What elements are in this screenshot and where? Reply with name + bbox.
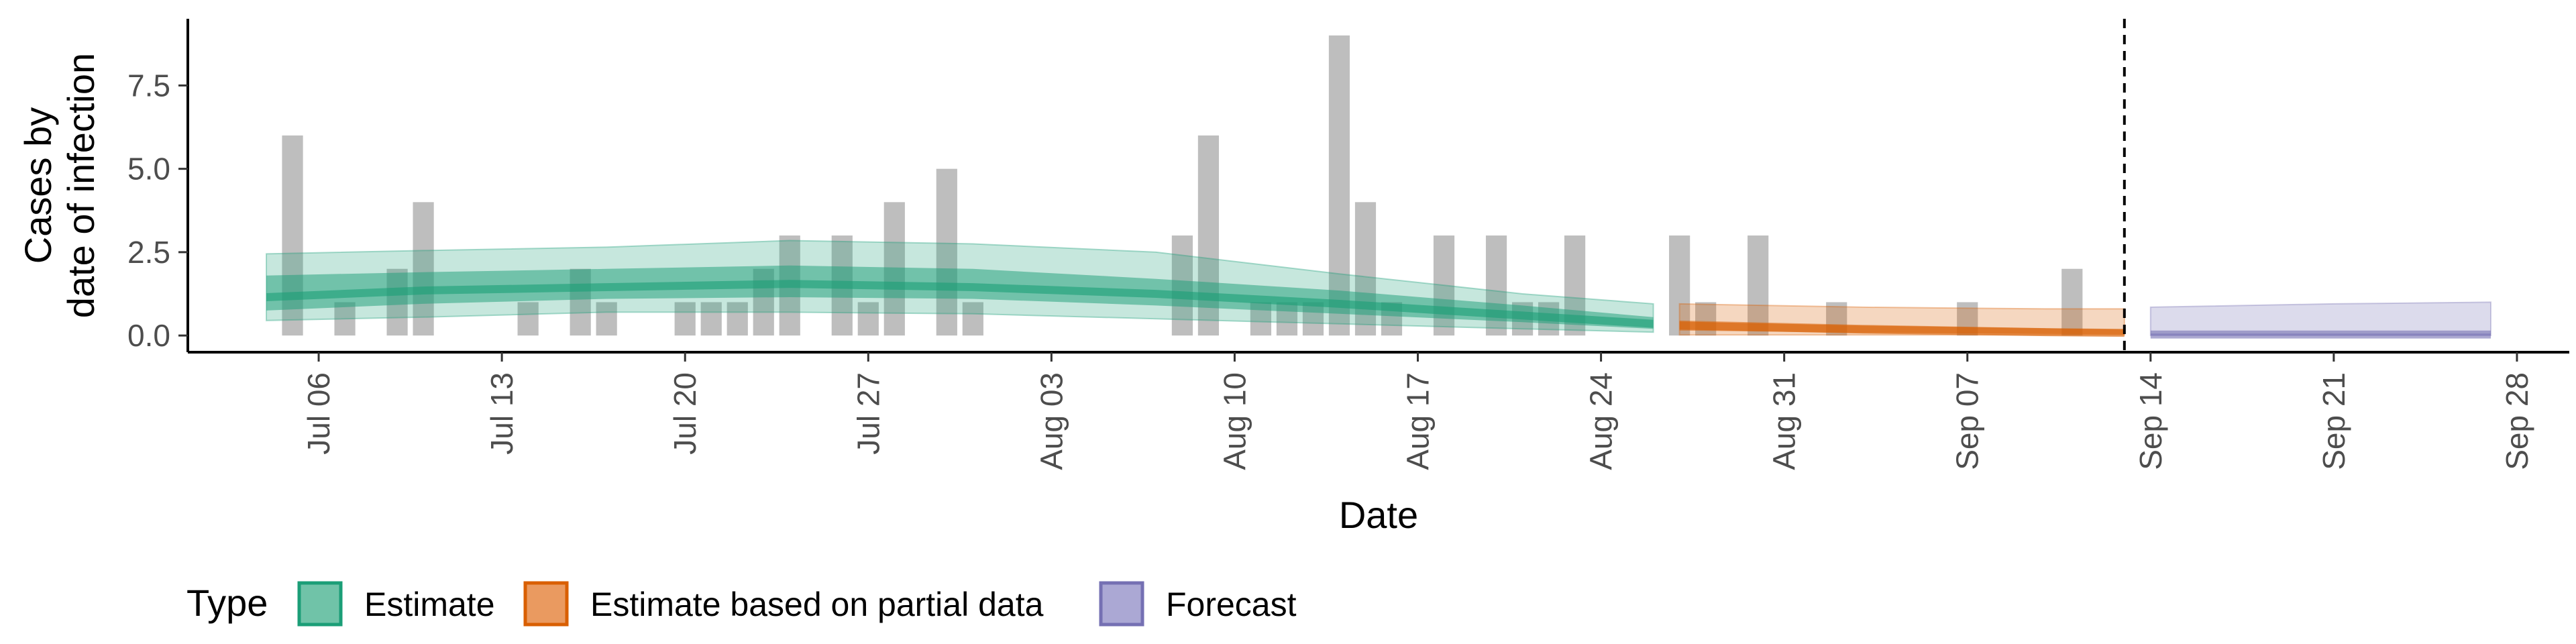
case-bar-2020-07-07 [334, 302, 356, 336]
x-tick-label: Aug 17 [1401, 372, 1436, 470]
estimate-inner-band [266, 265, 1654, 329]
axes [186, 19, 2569, 354]
x-tick-label: Sep 14 [2133, 372, 2168, 470]
case-bar-2020-07-30 [936, 168, 957, 336]
case-bar-2020-07-10 [413, 202, 434, 336]
case-bar-2020-07-21 [700, 302, 722, 336]
x-tick-label: Jul 06 [301, 372, 336, 455]
x-tick-label: Sep 21 [2316, 372, 2351, 470]
estimate-median-band [266, 280, 1654, 328]
case-bar-2020-08-27 [1669, 235, 1690, 336]
legend: Type Estimate Estimate based on partial da… [186, 581, 1297, 627]
estimate-based-on-partial-data-median-band [1679, 321, 2125, 337]
legend-key [1099, 581, 1144, 627]
legend-label: Estimate [364, 586, 495, 623]
x-tick-label: Aug 10 [1217, 372, 1252, 470]
case-bar-2020-07-14 [517, 302, 539, 336]
y-axis-title-line: Cases by [17, 107, 59, 264]
x-axis-ticks: Jul 06 Jul 13 Jul 20 Jul 27 Aug 03 Aug 10 Aug … [301, 352, 2534, 470]
case-bar-2020-07-27 [857, 302, 879, 336]
case-bar-2020-08-30 [1748, 235, 1769, 336]
x-tick-label: Jul 27 [851, 372, 885, 455]
reported-cases-bars [282, 35, 2083, 336]
x-tick-label: Sep 07 [1950, 372, 1985, 470]
forecast-outer-band [2149, 301, 2491, 337]
x-tick-label: Aug 24 [1584, 372, 1619, 470]
legend-key [297, 581, 343, 627]
case-bar-2020-07-20 [674, 302, 696, 336]
x-tick-label: Sep 28 [2500, 372, 2534, 470]
y-tick-label: 0.0 [127, 318, 170, 353]
case-bar-2020-08-14 [1328, 35, 1350, 336]
y-tick-label: 7.5 [127, 68, 170, 103]
y-axis-title-line: date of infection [60, 53, 102, 318]
x-tick-label: Jul 20 [667, 372, 702, 455]
y-axis-title: Cases bydate of infection [17, 53, 102, 318]
case-bar-2020-07-22 [727, 302, 748, 336]
y-tick-label: 5.0 [127, 152, 170, 186]
case-bar-2020-07-31 [962, 302, 983, 336]
y-axis-ticks: 0.0 2.5 5.0 7.5 [127, 68, 188, 353]
forecast-median-band [2150, 330, 2491, 339]
legend-label: Estimate based on partial data [590, 586, 1044, 623]
x-axis-title: Date [1339, 494, 1418, 536]
x-tick-label: Aug 03 [1034, 372, 1069, 470]
legend-title: Type [186, 582, 268, 624]
legend-key [523, 581, 569, 627]
case-bar-2020-09-11 [2061, 268, 2083, 336]
legend-label: Forecast [1166, 586, 1297, 623]
x-tick-label: Jul 13 [484, 372, 519, 455]
case-bar-2020-07-17 [596, 302, 617, 336]
x-tick-label: Aug 31 [1767, 372, 1802, 470]
estimate-bands [266, 239, 2491, 339]
y-tick-label: 2.5 [127, 235, 170, 270]
